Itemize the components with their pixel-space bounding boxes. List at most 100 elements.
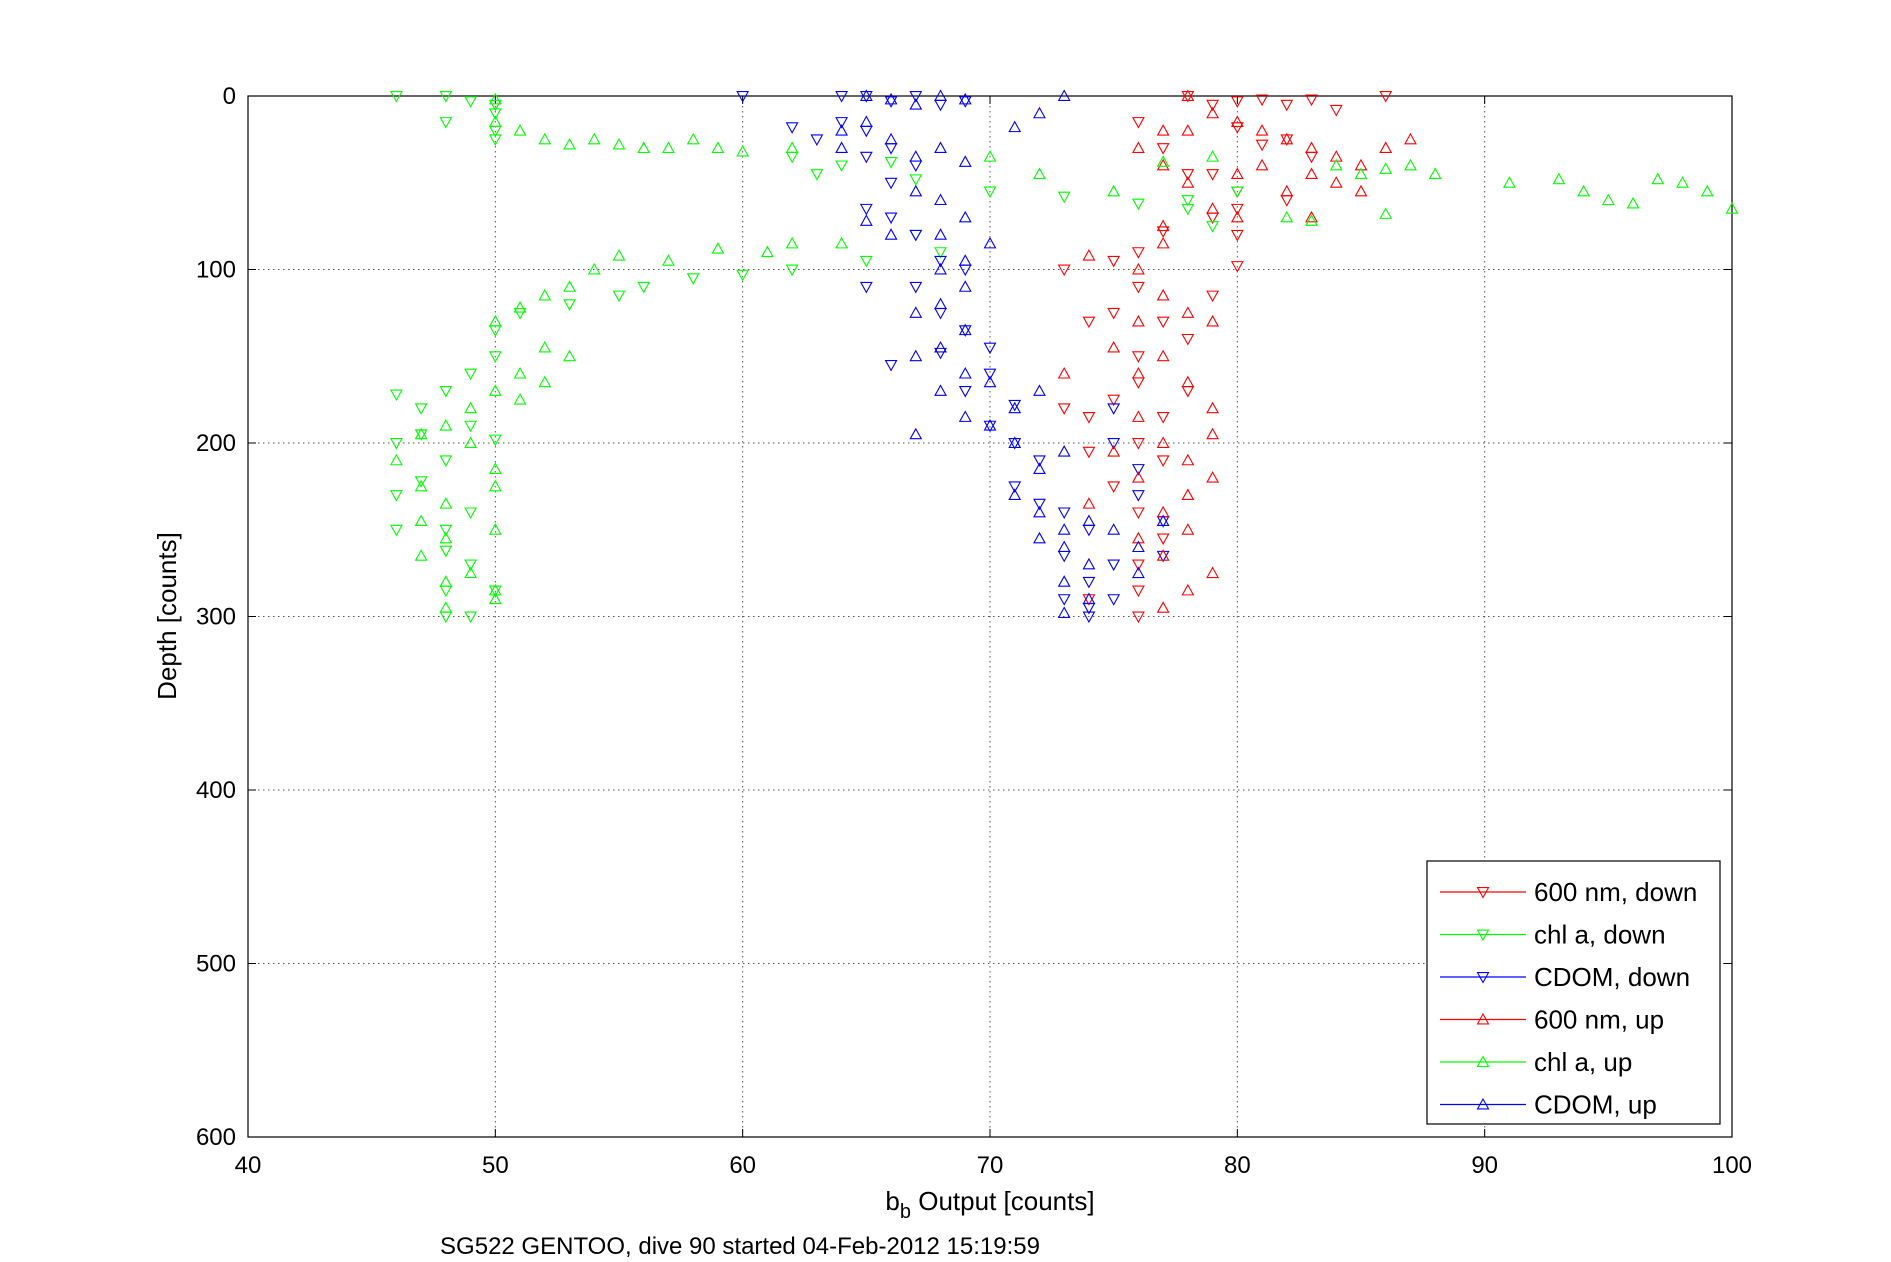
data-point	[538, 288, 552, 301]
data-point	[637, 141, 651, 153]
data-point	[983, 150, 997, 162]
data-point	[1082, 248, 1096, 261]
data-point	[464, 420, 478, 433]
data-point	[1057, 191, 1071, 204]
data-point	[909, 98, 923, 110]
data-point	[835, 124, 849, 136]
data-point	[1107, 438, 1121, 450]
data-point	[1008, 399, 1022, 412]
data-point	[1082, 412, 1096, 424]
data-point	[1354, 158, 1368, 171]
legend-label: chl a, up	[1534, 1047, 1632, 1077]
data-point	[1107, 340, 1121, 353]
data-point	[835, 117, 849, 129]
data-point	[958, 385, 972, 398]
data-point	[662, 141, 675, 153]
data-point	[439, 455, 453, 467]
y-axis-label: Depth [counts]	[152, 532, 182, 700]
data-point	[909, 229, 923, 242]
data-point	[1156, 236, 1170, 249]
data-point	[563, 349, 576, 362]
data-point	[1131, 117, 1145, 129]
data-point	[1305, 214, 1318, 226]
data-point	[1181, 89, 1195, 101]
data-point	[1206, 221, 1220, 233]
data-point	[1082, 446, 1096, 459]
data-point	[835, 91, 849, 103]
data-point	[488, 92, 502, 105]
data-point	[760, 245, 774, 258]
data-point	[859, 151, 873, 164]
data-point	[1057, 264, 1071, 277]
data-point	[711, 141, 725, 153]
data-point	[488, 351, 502, 363]
data-point	[1206, 427, 1220, 440]
data-point	[1131, 377, 1145, 389]
data-point	[1577, 184, 1591, 197]
data-point	[1230, 96, 1244, 108]
x-axis-label: bb Output [counts]	[885, 1186, 1094, 1223]
data-point	[1057, 594, 1071, 606]
data-point	[1156, 533, 1170, 546]
data-point	[1107, 403, 1121, 415]
data-point	[612, 137, 626, 150]
data-point	[1082, 592, 1096, 605]
legend-label: 600 nm, down	[1534, 877, 1697, 907]
data-point	[1057, 445, 1071, 457]
data-point	[389, 438, 403, 450]
x-tick-label: 80	[1224, 1152, 1251, 1179]
data-point	[736, 91, 750, 103]
data-point	[538, 340, 552, 353]
data-point	[1329, 158, 1343, 171]
data-point	[1354, 167, 1368, 180]
data-point	[934, 262, 947, 275]
data-point	[488, 479, 502, 492]
data-point	[983, 186, 997, 199]
data-point	[1206, 99, 1220, 112]
data-point	[1033, 498, 1046, 511]
x-tick-label: 50	[482, 1152, 509, 1179]
data-point	[464, 566, 478, 579]
data-point	[612, 290, 626, 303]
data-point	[884, 177, 898, 190]
data-point	[1354, 184, 1368, 197]
chart-caption: SG522 GENTOO, dive 90 started 04-Feb-201…	[440, 1233, 1040, 1260]
data-point	[1033, 384, 1046, 396]
data-point	[439, 531, 453, 544]
axis-ticks: 40 50 60 70 80 90 100 0 100 200 300 400 500 600	[196, 83, 1752, 1179]
data-point	[513, 392, 527, 405]
data-point	[1107, 394, 1121, 407]
data-point	[1057, 89, 1071, 101]
data-point	[1131, 351, 1145, 363]
data-point	[1131, 438, 1145, 450]
data-point	[909, 281, 923, 294]
data-point	[884, 143, 898, 155]
data-point	[1230, 261, 1244, 273]
data-point	[1280, 210, 1294, 223]
data-point	[1280, 99, 1294, 112]
data-point	[859, 115, 873, 127]
data-point	[587, 262, 601, 275]
data-point	[1082, 497, 1096, 509]
x-axis-label-main: b	[885, 1186, 899, 1216]
x-tick-label: 60	[729, 1152, 756, 1179]
data-point	[934, 99, 947, 112]
data-point	[439, 91, 453, 103]
data-point	[934, 384, 947, 396]
data-point	[1082, 514, 1096, 527]
data-point	[1181, 176, 1195, 188]
data-point	[1107, 559, 1121, 572]
data-point	[1082, 316, 1096, 329]
data-point	[1107, 523, 1121, 535]
data-point	[1156, 143, 1170, 155]
data-point	[1082, 524, 1096, 537]
data-point	[1230, 122, 1244, 134]
data-point	[859, 203, 873, 216]
data-point	[488, 462, 502, 474]
data-point	[785, 236, 799, 249]
data-points	[389, 89, 1739, 624]
data-point	[439, 545, 453, 558]
data-point	[909, 229, 923, 242]
x-axis-label-subscript: b	[900, 1201, 911, 1223]
data-point	[1379, 207, 1393, 219]
